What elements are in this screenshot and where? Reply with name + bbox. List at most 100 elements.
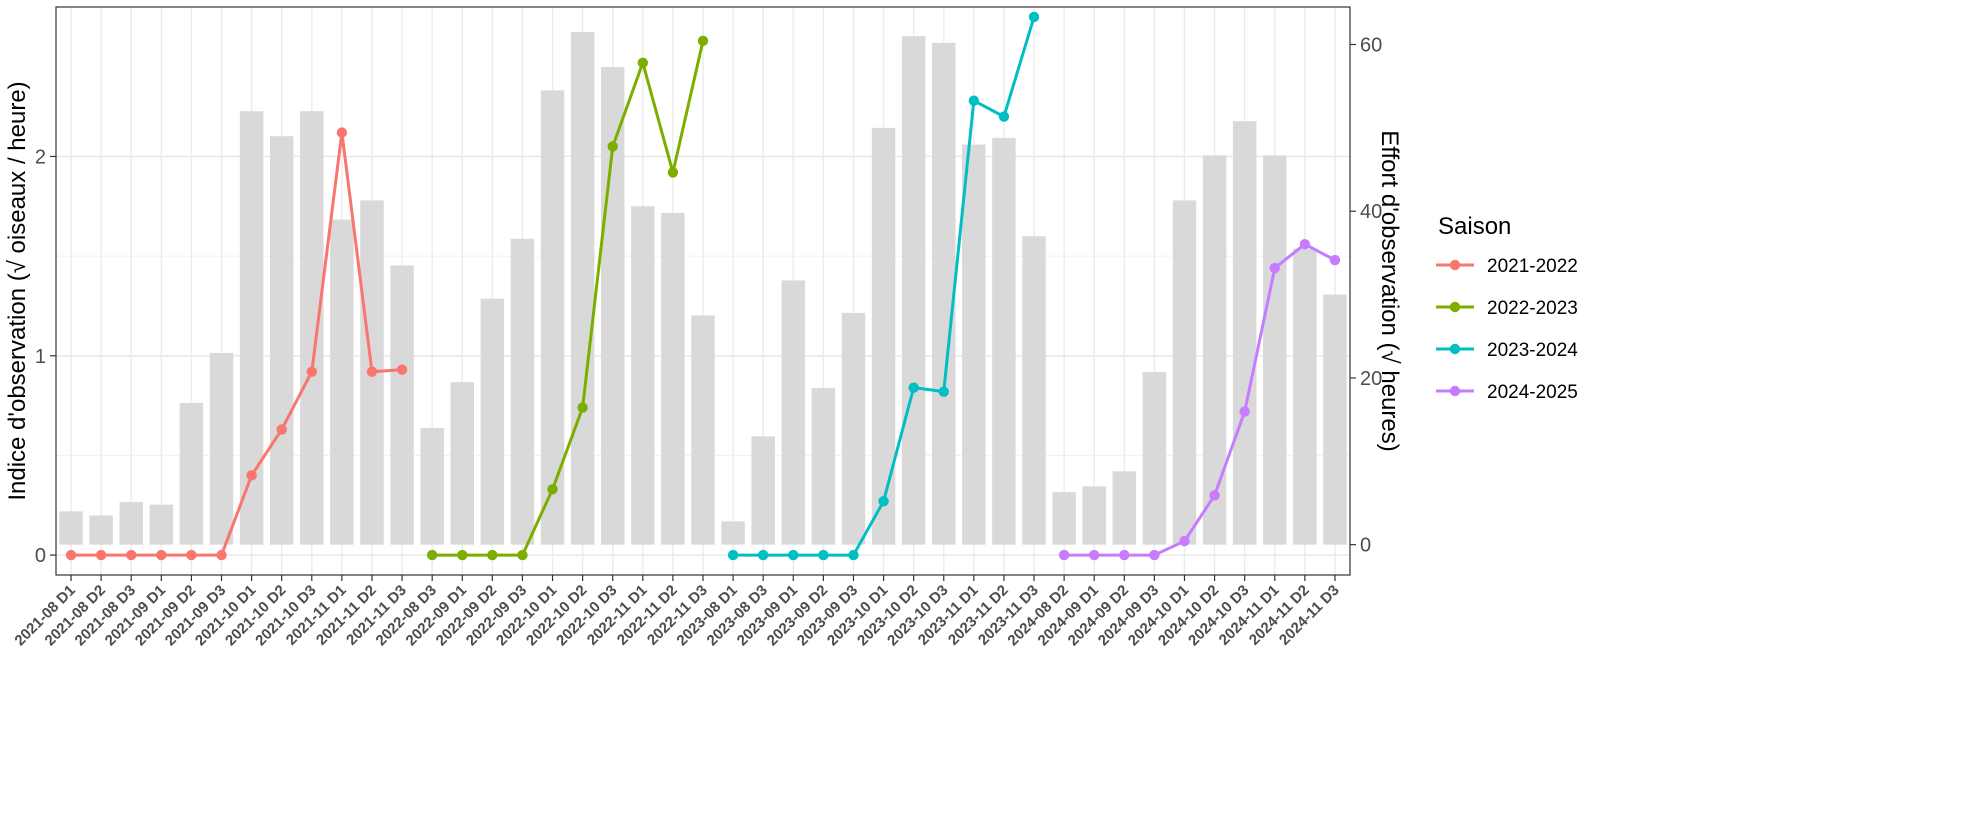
legend-item: 2023-2024 xyxy=(1436,340,1578,361)
series-point xyxy=(637,57,649,69)
effort-bar xyxy=(420,427,444,545)
effort-bar xyxy=(209,352,234,545)
legend-key-point xyxy=(1449,343,1461,355)
effort-bar xyxy=(992,137,1016,545)
series-point xyxy=(1329,254,1341,266)
y-tick-label-right: 0 xyxy=(1360,535,1371,557)
series-point xyxy=(156,549,167,561)
effort-bar xyxy=(239,111,264,545)
effort-bar xyxy=(269,136,294,545)
effort-bar xyxy=(1112,471,1137,545)
series-point xyxy=(547,484,558,495)
series-point xyxy=(126,549,137,561)
series-point xyxy=(246,470,257,481)
series-line xyxy=(1064,242,1336,557)
legend-key-point xyxy=(1449,301,1461,313)
effort-bar xyxy=(390,265,414,545)
series-point xyxy=(216,549,227,561)
effort-bar xyxy=(631,206,655,545)
effort-bar xyxy=(119,502,143,545)
effort-bar xyxy=(450,382,474,545)
series-point xyxy=(938,386,949,397)
series-point xyxy=(818,549,829,561)
legend-item: 2021-2022 xyxy=(1436,256,1578,277)
effort-bar xyxy=(179,402,204,545)
series-point xyxy=(968,95,980,106)
legend-key-point xyxy=(1449,259,1461,271)
series-point xyxy=(1209,490,1220,501)
series-point xyxy=(878,496,889,507)
legend-key-point xyxy=(1449,385,1461,397)
y-axis-left: 0 1 2 xyxy=(35,146,56,567)
effort-bar xyxy=(691,315,715,545)
series-point xyxy=(1149,549,1160,561)
effort-bar xyxy=(661,212,685,545)
y-axis-title-left: Indice d'observation (√ oiseaux / heure) xyxy=(4,81,31,500)
effort-bar xyxy=(1082,486,1106,545)
series-point xyxy=(1299,238,1311,250)
series-point xyxy=(1089,549,1100,561)
effort-bar xyxy=(300,111,324,545)
effort-bar xyxy=(59,511,83,545)
effort-bar xyxy=(480,298,505,545)
y-tick-label: 0 xyxy=(35,545,46,567)
series-point xyxy=(487,549,498,561)
series-point xyxy=(727,549,739,561)
series-point xyxy=(848,549,859,561)
legend: Saison 2021-2022 2022-2023 2023-2024 2024-2… xyxy=(1436,213,1578,403)
effort-bars xyxy=(59,32,1347,545)
series-line xyxy=(432,40,705,557)
effort-bar xyxy=(1202,155,1227,545)
effort-bar xyxy=(1263,155,1287,545)
series-point xyxy=(457,549,468,561)
series-point xyxy=(1058,549,1070,561)
effort-bar xyxy=(600,67,625,545)
series-point xyxy=(95,549,107,561)
series-point xyxy=(607,141,618,152)
legend-label: 2021-2022 xyxy=(1487,256,1578,277)
legend-label: 2022-2023 xyxy=(1487,298,1578,319)
series-point xyxy=(998,111,1010,122)
effort-bar xyxy=(781,280,806,545)
series-point xyxy=(186,549,197,561)
effort-bar xyxy=(330,219,354,545)
legend-label: 2023-2024 xyxy=(1487,340,1578,361)
series-lines xyxy=(65,11,1341,561)
effort-bar xyxy=(751,436,775,545)
y-tick-label: 1 xyxy=(35,346,46,368)
series-point xyxy=(426,549,438,561)
series-point xyxy=(667,167,679,178)
effort-bar xyxy=(1022,236,1046,545)
effort-bar xyxy=(841,312,866,545)
effort-bar xyxy=(1323,294,1347,545)
series-point xyxy=(65,549,77,561)
effort-bar xyxy=(721,521,745,545)
series-point xyxy=(1239,406,1250,417)
series-point xyxy=(1119,549,1130,561)
series-point xyxy=(757,549,769,561)
legend-item: 2022-2023 xyxy=(1436,298,1578,319)
series-2024-2025 xyxy=(1058,238,1341,561)
series-point xyxy=(336,127,348,138)
effort-bar xyxy=(510,238,535,545)
series-point xyxy=(788,549,799,561)
y-tick-label: 2 xyxy=(35,146,46,168)
series-point xyxy=(908,382,919,393)
y-axis-right: 0 20 40 60 xyxy=(1350,35,1382,557)
effort-bar xyxy=(901,36,926,545)
y-tick-label-right: 20 xyxy=(1360,368,1382,390)
series-2022-2023 xyxy=(426,35,709,561)
series-point xyxy=(366,366,378,377)
series-point xyxy=(697,35,709,47)
series-point xyxy=(1028,11,1040,23)
effort-bar xyxy=(1142,372,1167,545)
effort-bar xyxy=(89,515,113,545)
effort-bar xyxy=(1052,492,1076,545)
effort-bar xyxy=(570,32,595,545)
legend-item: 2024-2025 xyxy=(1436,382,1578,403)
series-point xyxy=(1179,535,1190,547)
effort-bar xyxy=(1232,121,1257,545)
y-tick-label-right: 40 xyxy=(1360,201,1382,223)
y-axis-title-right: Effort d'observation (√ heures) xyxy=(1376,130,1403,451)
